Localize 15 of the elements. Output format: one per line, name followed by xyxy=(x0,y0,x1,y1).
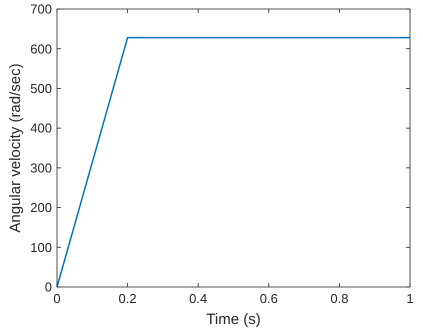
y-tick-label: 500 xyxy=(30,80,52,96)
y-tick-label: 700 xyxy=(30,2,52,17)
x-tick-label: 0.8 xyxy=(330,291,348,306)
y-tick-label: 300 xyxy=(30,160,52,176)
x-tick-label: 0.6 xyxy=(260,291,278,306)
y-tick-label: 100 xyxy=(30,240,52,255)
y-tick-label: 0 xyxy=(44,280,52,295)
y-tick-label: 600 xyxy=(30,41,52,56)
x-tick-label: 1 xyxy=(406,291,414,306)
x-tick-label: 0.2 xyxy=(118,291,137,306)
y-tick-label: 400 xyxy=(30,120,52,136)
y-tick-label: 200 xyxy=(30,200,52,216)
y-axis-title: Angular velocity (rad/sec) xyxy=(7,63,24,233)
x-tick-label: 0.4 xyxy=(189,291,208,306)
x-axis-title: Time (s) xyxy=(206,311,261,328)
